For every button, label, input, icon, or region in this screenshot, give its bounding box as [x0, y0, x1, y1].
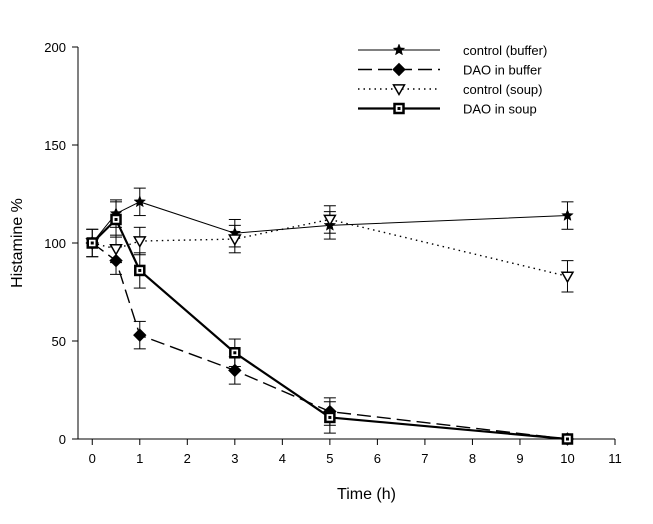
- data-point: [392, 43, 406, 56]
- data-point: [560, 271, 575, 284]
- data-point-inner: [90, 241, 94, 245]
- y-tick-label: 100: [44, 236, 66, 251]
- x-tick-label: 2: [184, 451, 191, 466]
- data-point-inner: [397, 107, 401, 110]
- legend-label: DAO in soup: [463, 102, 537, 117]
- data-point: [228, 234, 242, 247]
- y-tick-label: 200: [44, 40, 66, 55]
- axes: 0 1 2 3 4 5 6 7 8 9 10 11 0 50 100 150 200: [44, 40, 621, 466]
- data-point-inner: [138, 268, 142, 272]
- legend-item: DAO in soup: [358, 102, 537, 117]
- legend-label: control (soup): [463, 82, 542, 97]
- data-point: [133, 328, 147, 342]
- series-line: [91, 242, 568, 440]
- x-tick-label: 3: [231, 451, 238, 466]
- x-axis-title: Time (h): [337, 486, 396, 503]
- legend-label: control (buffer): [463, 43, 547, 58]
- data-point-inner: [565, 437, 569, 441]
- data-point-inner: [114, 217, 118, 221]
- x-tick-label: 4: [279, 451, 286, 466]
- data-point: [132, 236, 147, 249]
- series-layer: [85, 187, 575, 446]
- legend-item: control (soup): [358, 82, 542, 97]
- x-tick-label: 11: [608, 451, 622, 466]
- x-tick-label: 5: [326, 451, 333, 466]
- series-3: [86, 201, 574, 445]
- y-tick-label: 0: [59, 432, 66, 447]
- x-tick-label: 6: [374, 451, 381, 466]
- y-axis-title: Histamine %: [9, 198, 26, 288]
- x-tick-label: 10: [560, 451, 574, 466]
- data-point: [228, 363, 242, 378]
- y-tick-label: 50: [52, 334, 66, 349]
- legend: control (buffer) DAO in buffer control (so…: [358, 43, 547, 117]
- data-point: [393, 102, 405, 115]
- x-tick-label: 0: [89, 451, 96, 466]
- x-tick-label: 1: [136, 451, 143, 466]
- data-point: [561, 208, 574, 221]
- data-point: [561, 433, 574, 445]
- data-point: [134, 264, 146, 277]
- data-point: [110, 213, 122, 226]
- data-point: [392, 62, 406, 77]
- data-point: [392, 84, 406, 97]
- data-point: [133, 195, 147, 208]
- data-point: [86, 237, 99, 249]
- series-2: [85, 205, 575, 293]
- data-point-inner: [328, 415, 332, 419]
- data-point: [109, 244, 123, 256]
- legend-item: DAO in buffer: [358, 63, 542, 78]
- x-tick-label: 8: [469, 451, 476, 466]
- data-point: [229, 347, 241, 359]
- legend-item: control (buffer): [358, 43, 547, 58]
- y-tick-label: 150: [44, 138, 66, 153]
- x-tick-label: 7: [421, 451, 428, 466]
- data-point: [323, 214, 337, 227]
- x-tick-label: 9: [516, 451, 523, 466]
- data-point-inner: [233, 351, 237, 355]
- data-point: [324, 411, 336, 424]
- legend-label: DAO in buffer: [463, 63, 542, 78]
